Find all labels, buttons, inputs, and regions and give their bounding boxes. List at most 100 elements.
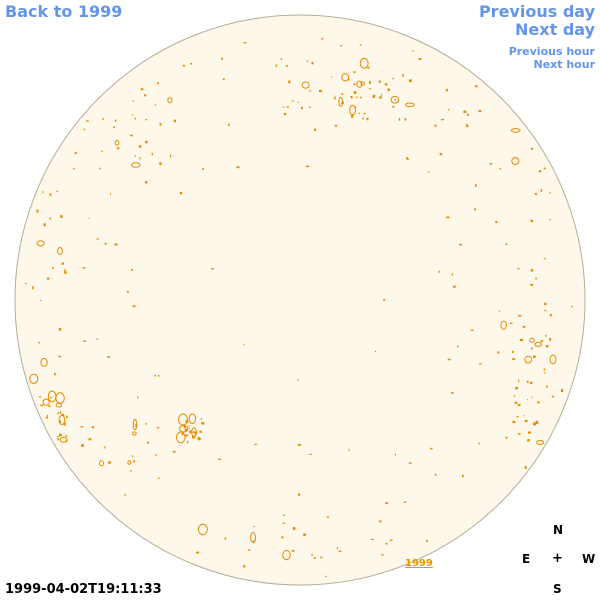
contour-mark — [451, 392, 454, 394]
contour-mark — [383, 298, 386, 301]
contour-mark — [531, 347, 533, 350]
contour-mark — [378, 80, 381, 83]
contour-mark — [311, 61, 314, 65]
compass-south-label: S — [553, 582, 562, 596]
contour-mark — [512, 420, 516, 424]
contour-mark — [36, 209, 39, 213]
contour-mark — [284, 113, 287, 116]
contour-mark — [366, 117, 369, 121]
contour-mark — [353, 83, 356, 86]
contour-mark — [524, 355, 533, 364]
contour-mark — [130, 269, 133, 271]
contour-mark — [176, 431, 186, 444]
contour-mark — [59, 433, 62, 437]
contour-mark — [519, 339, 523, 342]
contour-mark — [134, 155, 136, 157]
contour-mark — [356, 96, 358, 98]
contour-mark — [309, 453, 312, 455]
contour-mark — [130, 162, 141, 168]
contour-mark — [301, 106, 303, 110]
previous-day-link[interactable]: Previous day — [478, 2, 595, 21]
contour-mark — [544, 310, 547, 312]
contour-mark — [280, 58, 282, 60]
contour-mark — [530, 219, 533, 223]
next-hour-link[interactable]: Next hour — [533, 58, 596, 71]
contour-mark — [188, 413, 196, 425]
contour-mark — [561, 389, 564, 392]
contour-mark — [282, 550, 291, 561]
contour-mark — [359, 57, 369, 69]
previous-hour-link[interactable]: Previous hour — [508, 45, 595, 58]
contour-mark — [247, 549, 251, 551]
contour-mark — [157, 427, 160, 429]
contour-mark — [303, 533, 306, 536]
contour-mark — [49, 397, 53, 399]
contour-mark — [188, 425, 190, 427]
year-link[interactable]: 1999 — [405, 558, 433, 569]
contour-mark — [63, 422, 66, 426]
contour-mark — [527, 399, 529, 401]
contour-mark — [297, 444, 301, 446]
contour-mark — [308, 106, 311, 108]
contour-mark — [107, 356, 110, 358]
contour-mark — [65, 435, 68, 437]
contour-mark — [451, 273, 453, 276]
contour-mark — [529, 381, 533, 384]
contour-mark — [108, 461, 111, 464]
contour-mark — [130, 470, 132, 472]
contour-mark — [505, 436, 508, 439]
contour-mark — [394, 98, 396, 101]
contour-mark — [447, 109, 450, 111]
contour-mark — [228, 123, 230, 126]
contour-mark — [145, 423, 147, 425]
contour-mark — [500, 320, 507, 330]
back-to-year-link[interactable]: Back to 1999 — [5, 2, 123, 21]
contour-mark — [534, 192, 537, 195]
contour-mark — [291, 549, 295, 552]
contour-mark — [170, 154, 172, 158]
contour-mark — [511, 350, 514, 353]
contour-mark — [434, 124, 437, 127]
contour-mark — [181, 433, 184, 436]
contour-mark — [185, 434, 189, 437]
contour-mark — [549, 218, 551, 221]
contour-mark — [185, 429, 188, 432]
contour-mark — [49, 193, 52, 196]
contour-mark — [514, 401, 518, 404]
contour-mark — [281, 536, 284, 539]
contour-mark — [292, 527, 296, 530]
contour-mark — [298, 101, 299, 103]
contour-mark — [466, 125, 469, 128]
contour-mark — [390, 95, 400, 104]
contour-mark — [199, 430, 202, 433]
observation-timestamp: 1999-04-02T19:11:33 — [5, 582, 162, 597]
contour-mark — [144, 94, 147, 97]
contour-mark — [196, 551, 200, 554]
contour-mark — [99, 167, 101, 170]
contour-mark — [57, 436, 59, 438]
contour-mark — [132, 431, 137, 436]
contour-mark — [404, 118, 407, 121]
contour-mark — [40, 299, 42, 301]
next-day-link[interactable]: Next day — [515, 20, 595, 39]
contour-mark — [45, 416, 49, 419]
contour-mark — [348, 78, 350, 81]
contour-mark — [127, 460, 132, 465]
contour-mark — [428, 171, 430, 173]
contour-mark — [489, 163, 492, 165]
contour-mark — [338, 550, 342, 552]
contour-mark — [202, 168, 204, 170]
contour-mark — [83, 128, 86, 131]
contour-mark — [99, 460, 104, 467]
contour-mark — [533, 422, 536, 426]
contour-mark — [363, 112, 366, 115]
contour-mark — [362, 117, 364, 120]
contour-mark — [56, 190, 59, 192]
contour-mark — [218, 458, 221, 460]
contour-mark — [192, 431, 195, 433]
contour-mark — [145, 181, 148, 184]
contour-mark — [159, 162, 162, 165]
contour-mark — [497, 351, 500, 354]
contour-mark — [131, 114, 133, 116]
